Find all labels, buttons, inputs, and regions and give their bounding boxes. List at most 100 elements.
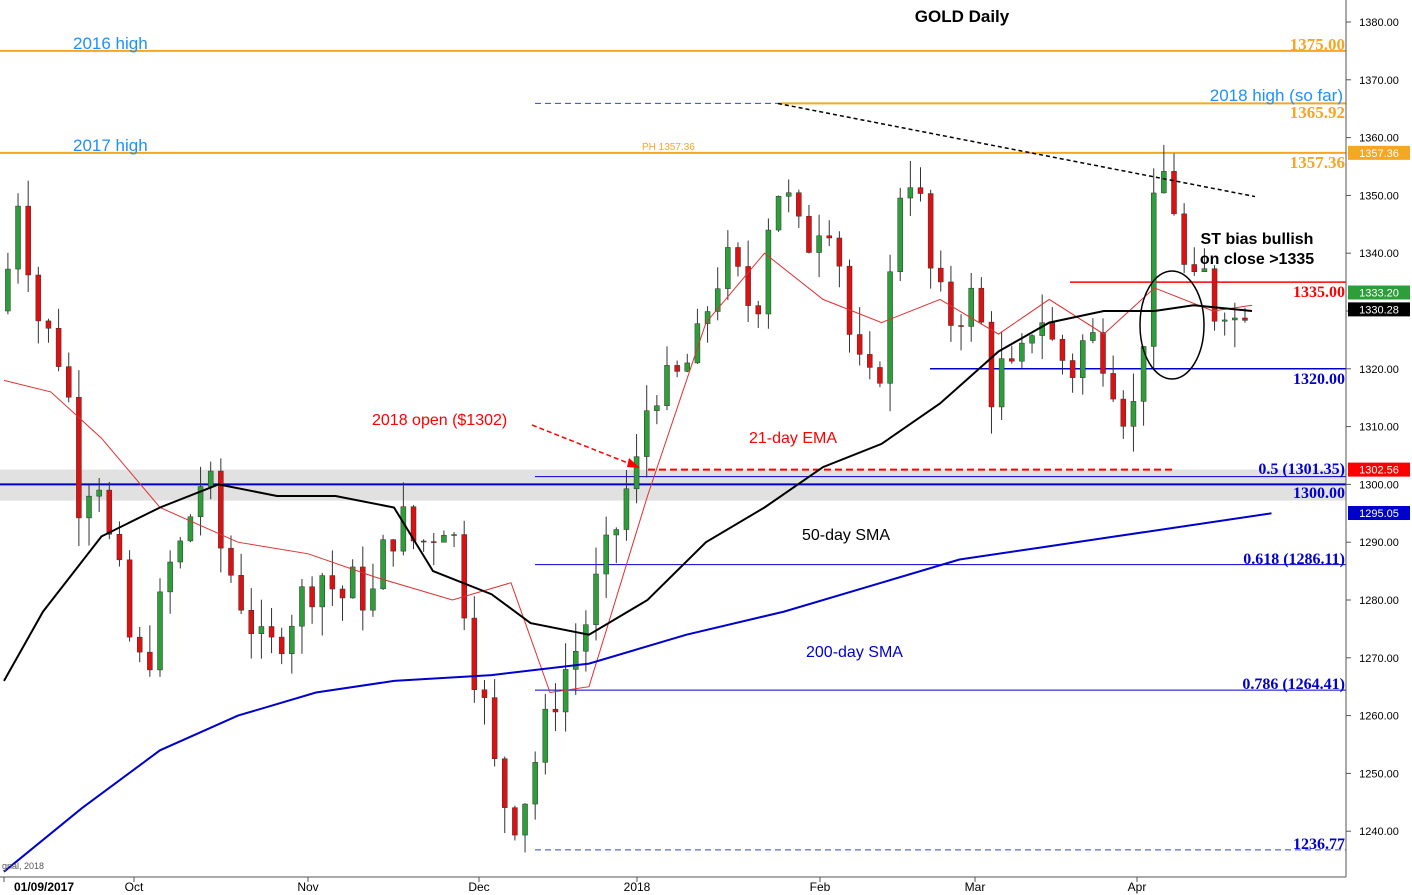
candle-body (1049, 322, 1056, 340)
candle-body (765, 229, 772, 315)
candle-body (643, 410, 650, 457)
series-line-21-day-ema (3, 252, 1253, 694)
candle-body (968, 287, 974, 327)
moving-averages (3, 252, 1272, 873)
level-label: 0.5 (1301.35) (1258, 461, 1345, 478)
candle-body (400, 506, 407, 552)
open-arrow-line (531, 424, 639, 468)
price-badge-label: 1302.56 (1359, 465, 1399, 477)
x-tick-label: Mar (965, 880, 986, 894)
price-badge-label: 1333.20 (1359, 288, 1399, 300)
y-tick-label: 1380.00 (1359, 17, 1399, 29)
candle-body (1130, 401, 1137, 427)
candle-body (207, 470, 214, 487)
x-tick-label: 01/09/2017 (14, 880, 74, 894)
label-2017-high: 2017 high (73, 136, 148, 155)
descending-trendline (777, 102, 1256, 198)
series-line-200-day-sma (3, 512, 1272, 873)
candle-body (806, 215, 812, 253)
candle-body (867, 354, 873, 368)
x-tick-label: 2018 (624, 880, 651, 894)
candle-body (674, 365, 680, 372)
candle-body (988, 321, 995, 408)
open-arrow-head (627, 458, 640, 468)
candles (5, 144, 1248, 853)
label-sma200: 200-day SMA (806, 644, 903, 661)
candle-body (1029, 335, 1035, 344)
candle-body (704, 311, 711, 324)
price-badge-label: 1357.36 (1359, 148, 1399, 160)
candle-body (1242, 317, 1248, 321)
x-tick-label: Apr (1128, 880, 1147, 894)
candle-body (218, 470, 224, 549)
candle-body (1140, 346, 1147, 402)
label-bias-line1: ST bias bullish (1201, 231, 1314, 248)
price-badge (1348, 302, 1410, 317)
label-2016-high: 2016 high (73, 34, 148, 53)
candle-body (877, 367, 883, 384)
candle-body (299, 586, 305, 627)
candle-body (268, 626, 275, 638)
level-label: 0.786 (1264.41) (1242, 676, 1345, 693)
candle-body (55, 328, 62, 367)
candle-body (5, 268, 11, 312)
candle-body (735, 247, 741, 267)
candle-body (583, 624, 589, 652)
highlight-circle (1139, 270, 1205, 380)
y-tick-label: 1280.00 (1359, 595, 1399, 607)
candle-body (775, 196, 782, 231)
candle-body (339, 588, 346, 599)
candle-body (714, 288, 721, 312)
x-tick-label: Dec (468, 880, 489, 894)
candle-body (431, 541, 437, 543)
label-2018-high: 2018 high (so far) (1210, 86, 1343, 105)
label-2018-open: 2018 open ($1302) (372, 412, 507, 429)
candle-body (1009, 358, 1015, 362)
y-tick-label: 1290.00 (1359, 537, 1399, 549)
candle-body (258, 626, 265, 634)
candle-body (1059, 338, 1066, 361)
candle-body (938, 267, 944, 283)
candle-body (532, 762, 538, 805)
y-tick-label: 1350.00 (1359, 190, 1399, 202)
candle-body (1120, 398, 1127, 427)
candle-body (1019, 342, 1025, 362)
candle-body (1150, 192, 1157, 347)
price-badges: 1357.36 1333.20 1330.28 1302.56 1295.05 (1348, 145, 1410, 521)
candle-body (856, 334, 863, 355)
candle-body (978, 287, 985, 323)
candle-body (542, 708, 549, 763)
chart-title: GOLD Daily (915, 7, 1010, 26)
candle-body (157, 591, 163, 671)
price-axis: 1380.00 1370.00 1360.00 1350.00 1340.00 1330.… (1345, 0, 1399, 877)
candle-body (846, 265, 853, 335)
horizontal-levels: 1375.00 1365.92 1357.36 1335.00 1320.00 0.5 (… (0, 35, 1346, 853)
level-label: 1357.36 (1290, 153, 1345, 172)
candle-body (197, 486, 204, 518)
level-label: 1365.92 (1290, 103, 1345, 122)
price-badge (1348, 145, 1410, 160)
candle-body (502, 758, 508, 808)
candle-body (167, 561, 173, 593)
candle-body (522, 803, 528, 836)
price-badge (1348, 506, 1410, 521)
candle-body (309, 586, 315, 608)
candle-body (147, 651, 153, 671)
candle-body (1090, 332, 1096, 341)
x-tick-label: Nov (297, 880, 318, 894)
time-axis: 01/09/2017 Oct Nov Dec 2018 Feb Mar Apr (0, 876, 1346, 894)
candle-body (319, 575, 325, 608)
candle-body (552, 708, 559, 713)
candle-body (613, 529, 620, 536)
candle-body (836, 237, 843, 267)
candle-body (1232, 317, 1238, 321)
y-tick-label: 1240.00 (1359, 826, 1399, 838)
candle-body (1100, 332, 1106, 374)
candle-body (35, 274, 42, 322)
price-badge (1348, 462, 1410, 477)
candle-body (633, 456, 640, 490)
candle-body (1110, 373, 1116, 400)
candle-body (451, 534, 457, 536)
candle-body (380, 539, 386, 590)
candle-body (623, 488, 630, 530)
